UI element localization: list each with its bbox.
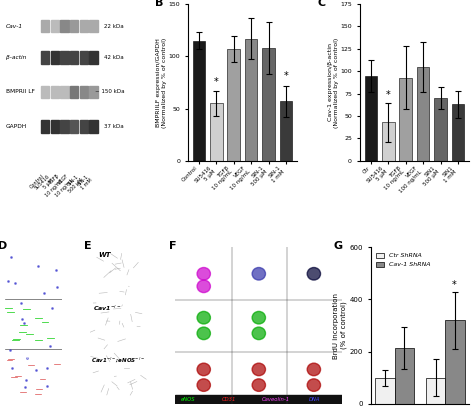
- Text: Caveolin-1: Caveolin-1: [262, 397, 290, 402]
- Bar: [51, 120, 59, 133]
- Bar: [365, 76, 377, 161]
- Circle shape: [197, 268, 210, 280]
- Bar: [60, 120, 69, 133]
- Text: NC: NC: [8, 252, 17, 257]
- Circle shape: [197, 379, 210, 391]
- Text: 37 kDa: 37 kDa: [104, 124, 124, 129]
- Bar: [192, 41, 205, 161]
- Circle shape: [197, 311, 210, 324]
- Bar: [60, 20, 69, 32]
- Bar: [51, 51, 59, 64]
- Text: 22 kDa: 22 kDa: [104, 24, 124, 29]
- Bar: [70, 86, 78, 98]
- Bar: [89, 51, 98, 64]
- Text: Cav1$^{-/-}$: Cav1$^{-/-}$: [93, 304, 121, 313]
- Y-axis label: BrdU incorporation
(% of control): BrdU incorporation (% of control): [333, 293, 347, 359]
- Bar: [417, 67, 429, 161]
- Bar: [60, 51, 69, 64]
- Text: Cav-1: Cav-1: [6, 24, 23, 29]
- Bar: [70, 51, 78, 64]
- Text: ~ 150 kDa: ~ 150 kDa: [94, 89, 124, 94]
- Bar: [210, 103, 223, 161]
- Circle shape: [197, 280, 210, 293]
- Bar: [262, 48, 275, 161]
- Text: Control: Control: [29, 173, 45, 190]
- Text: E: E: [84, 241, 92, 251]
- Bar: [245, 39, 257, 161]
- Circle shape: [197, 363, 210, 376]
- Circle shape: [307, 363, 320, 376]
- Text: *: *: [386, 90, 391, 100]
- Text: DNA: DNA: [309, 397, 320, 402]
- Circle shape: [197, 327, 210, 339]
- Circle shape: [307, 268, 320, 280]
- Text: WT: WT: [99, 252, 111, 258]
- Text: *: *: [214, 77, 219, 86]
- Bar: [80, 51, 88, 64]
- Circle shape: [252, 327, 265, 339]
- Circle shape: [252, 311, 265, 324]
- Circle shape: [307, 379, 320, 391]
- Text: B: B: [155, 0, 163, 8]
- Y-axis label: BMPRIILF expression/GAPDH
(Normalized by % of control): BMPRIILF expression/GAPDH (Normalized by…: [156, 38, 167, 128]
- Bar: [41, 120, 49, 133]
- Text: 42 kDa: 42 kDa: [104, 55, 124, 60]
- Bar: [228, 49, 240, 161]
- Text: VEGF
10 ng/mL: VEGF 10 ng/mL: [50, 173, 74, 197]
- Text: SIN-1
500 μM: SIN-1 500 μM: [63, 173, 84, 194]
- Legend: Ctr ShRNA, Cav-1 ShRNA: Ctr ShRNA, Cav-1 ShRNA: [374, 250, 433, 270]
- Bar: [89, 120, 98, 133]
- Bar: [446, 320, 465, 404]
- Text: CD31: CD31: [222, 397, 237, 402]
- Text: BMPRII LF: BMPRII LF: [6, 89, 35, 94]
- Text: Ctr: Ctr: [8, 304, 17, 308]
- Text: *: *: [452, 280, 457, 290]
- Bar: [51, 86, 59, 98]
- Bar: [434, 98, 447, 161]
- Text: TGFβ
10 ng/mL: TGFβ 10 ng/mL: [40, 173, 64, 197]
- Text: eNOS: eNOS: [181, 397, 195, 402]
- Text: Cav1$^{-/-}$;eNOS$^{-/-}$: Cav1$^{-/-}$;eNOS$^{-/-}$: [91, 355, 145, 364]
- Y-axis label: Cav-1 expression/β-actin
(Normalized by % of control): Cav-1 expression/β-actin (Normalized by …: [328, 38, 339, 128]
- Circle shape: [252, 379, 265, 391]
- Text: Sin-1 1 mM: Sin-1 1 mM: [6, 355, 37, 360]
- Bar: [400, 78, 412, 161]
- Text: G: G: [333, 241, 342, 251]
- Bar: [89, 86, 98, 98]
- Text: F: F: [169, 241, 176, 251]
- Text: β-actin: β-actin: [6, 55, 27, 60]
- Bar: [452, 104, 464, 161]
- Bar: [51, 20, 59, 32]
- Text: *: *: [283, 71, 288, 82]
- Text: GAPDH: GAPDH: [6, 124, 27, 129]
- Bar: [175, 395, 342, 404]
- Bar: [70, 20, 78, 32]
- Text: SU5416
5 μM: SU5416 5 μM: [34, 173, 55, 195]
- Bar: [89, 20, 98, 32]
- Circle shape: [252, 268, 265, 280]
- Text: WT: WT: [199, 252, 209, 257]
- Text: SIN-1
1 mM: SIN-1 1 mM: [76, 173, 93, 191]
- Bar: [426, 378, 446, 404]
- Bar: [80, 86, 88, 98]
- Bar: [375, 378, 394, 404]
- Circle shape: [252, 363, 265, 376]
- Bar: [394, 348, 414, 404]
- Bar: [70, 120, 78, 133]
- Text: D: D: [0, 241, 7, 251]
- Bar: [80, 120, 88, 133]
- Text: Cav1$^{-/-}$;eNOS$^{-/-}$: Cav1$^{-/-}$;eNOS$^{-/-}$: [287, 252, 341, 261]
- Bar: [41, 51, 49, 64]
- Bar: [60, 86, 69, 98]
- Text: Cav1$^{-/-}$: Cav1$^{-/-}$: [246, 252, 272, 261]
- Bar: [41, 20, 49, 32]
- Bar: [280, 101, 292, 161]
- Text: C: C: [318, 0, 326, 8]
- Bar: [41, 86, 49, 98]
- Bar: [382, 122, 394, 161]
- Bar: [80, 20, 88, 32]
